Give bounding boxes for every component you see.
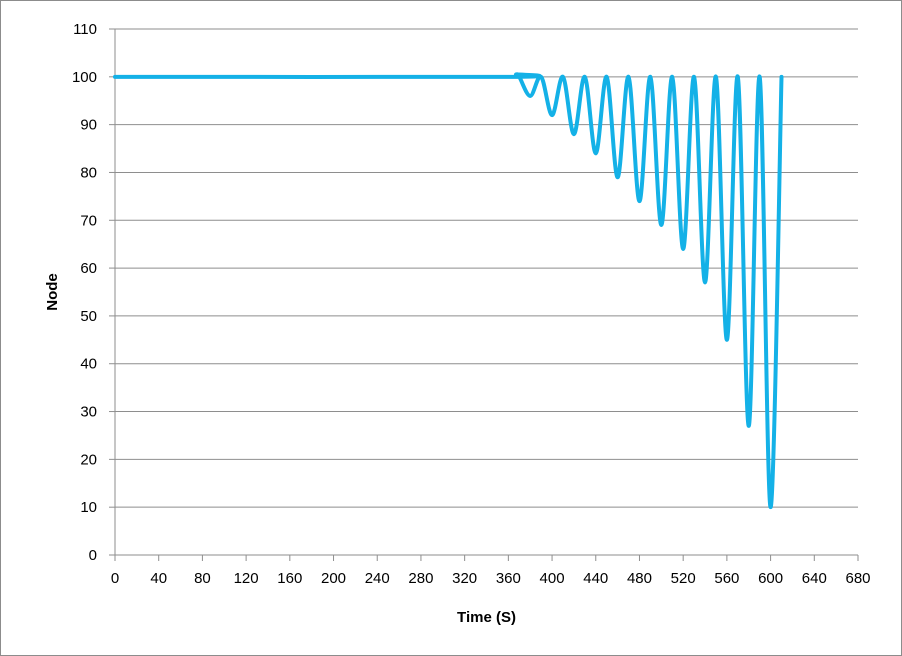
- x-tick-label: 320: [452, 570, 477, 587]
- y-tick-label: 20: [80, 451, 97, 468]
- gridlines: [115, 28, 858, 508]
- x-tick-labels: 0 40 80 120 160 200 240 280 320 360 400 440 480 520 56…: [111, 570, 871, 587]
- x-tick-label: 480: [627, 570, 652, 587]
- y-tick-label: 50: [80, 308, 97, 325]
- y-tick-label: 0: [89, 547, 97, 564]
- y-tick-label: 10: [80, 499, 97, 516]
- x-tick-label: 640: [802, 570, 827, 587]
- x-tick-label: 400: [540, 570, 565, 587]
- y-tick-labels: 0 10 20 30 40 50 60 70 80 90 100 110: [72, 21, 97, 564]
- y-tick-label: 80: [80, 164, 97, 181]
- x-tick-label: 560: [714, 570, 739, 587]
- series-group: [113, 72, 784, 510]
- axes: [109, 28, 859, 561]
- x-tick-label: 160: [277, 570, 302, 587]
- y-tick-label: 70: [80, 212, 97, 229]
- x-tick-label: 280: [408, 570, 433, 587]
- y-tick-label: 110: [73, 21, 97, 38]
- y-tick-label: 30: [80, 404, 97, 421]
- x-tick-label: 0: [111, 570, 119, 587]
- y-tick-label: 40: [80, 356, 97, 373]
- series-line: [113, 72, 784, 510]
- x-tick-label: 600: [758, 570, 783, 587]
- y-tick-label: 90: [80, 117, 97, 134]
- x-tick-label: 360: [496, 570, 521, 587]
- x-tick-label: 520: [671, 570, 696, 587]
- x-axis-title: Time (S): [457, 609, 516, 626]
- y-axis-title: Node: [44, 273, 61, 311]
- x-tick-label: 240: [365, 570, 390, 587]
- y-tick-label: 100: [72, 69, 97, 86]
- x-tick-label: 440: [583, 570, 608, 587]
- x-tick-label: 200: [321, 570, 346, 587]
- x-tick-label: 80: [194, 570, 211, 587]
- y-tick-label: 60: [80, 260, 97, 277]
- x-tick-label: 120: [234, 570, 259, 587]
- x-tick-label: 680: [845, 570, 870, 587]
- x-tick-label: 40: [150, 570, 167, 587]
